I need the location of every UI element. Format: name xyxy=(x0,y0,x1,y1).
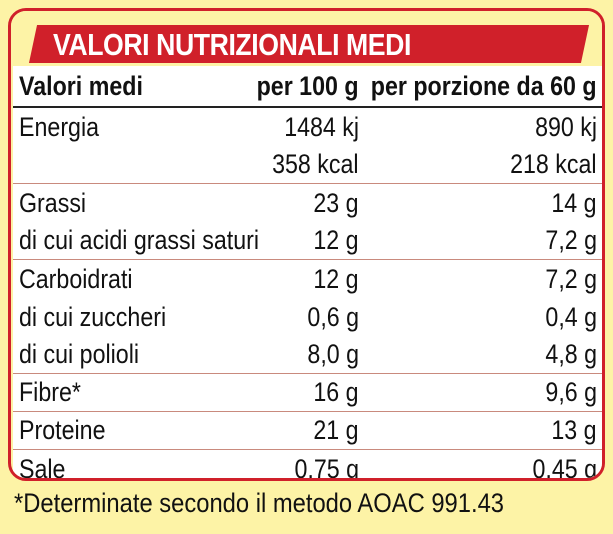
row-per100: 8,0 g xyxy=(307,339,359,369)
row-per100: 12 g xyxy=(313,225,359,255)
row-name: Proteine xyxy=(19,415,106,445)
row-portion: 9,6 g xyxy=(545,377,597,407)
row-portion: 14 g xyxy=(551,187,597,218)
row-portion: 7,2 g xyxy=(545,263,597,294)
row-per100: 23 g xyxy=(313,187,359,218)
row-name: di cui polioli xyxy=(19,339,140,369)
row-portion: 13 g xyxy=(551,415,597,445)
row-name: Energia xyxy=(19,111,100,142)
row-per100: 358 kcal xyxy=(272,149,359,179)
row-name: di cui acidi grassi saturi xyxy=(19,225,260,255)
row-portion: 218 kcal xyxy=(510,149,597,179)
nutrition-label: VALORI NUTRIZIONALI MEDI Valori medi per… xyxy=(8,8,605,481)
label-title: VALORI NUTRIZIONALI MEDI xyxy=(53,27,411,62)
label-header: VALORI NUTRIZIONALI MEDI xyxy=(11,11,602,66)
row-per100: 12 g xyxy=(313,263,359,294)
row-name: Sale xyxy=(19,453,66,481)
row-name: Grassi xyxy=(19,187,87,218)
table-row-carbohydrates: Carboidrati 12 g 7,2 g xyxy=(13,260,602,298)
table-header-row: Valori medi per 100 g per porzione da 60… xyxy=(13,66,602,108)
column-header-per100: per 100 g xyxy=(257,70,359,101)
row-per100: 21 g xyxy=(313,415,359,445)
row-name: Fibre* xyxy=(19,377,81,407)
footnote: *Determinate secondo il metodo AOAC 991.… xyxy=(14,488,505,518)
column-header-name: Valori medi xyxy=(19,70,143,101)
row-portion: 7,2 g xyxy=(545,225,597,255)
nutrition-table: Valori medi per 100 g per porzione da 60… xyxy=(13,66,602,481)
row-portion: 0,45 g xyxy=(532,453,597,481)
row-name: di cui zuccheri xyxy=(19,301,167,332)
table-row-fibre: Fibre* 16 g 9,6 g xyxy=(13,374,602,412)
table-row-saturated-fat: di cui acidi grassi saturi 12 g 7,2 g xyxy=(13,222,602,260)
table-row-sugars: di cui zuccheri 0,6 g 0,4 g xyxy=(13,298,602,336)
table-row-polyols: di cui polioli 8,0 g 4,8 g xyxy=(13,336,602,374)
column-header-portion: per porzione da 60 g xyxy=(371,70,597,101)
row-per100: 0,6 g xyxy=(307,301,359,332)
table-row-salt: Sale 0,75 g 0,45 g xyxy=(13,450,602,481)
row-portion: 0,4 g xyxy=(545,301,597,332)
table-row-energy-kj: Energia 1484 kj 890 kj xyxy=(13,108,602,146)
row-per100: 0,75 g xyxy=(294,453,359,481)
table-row-protein: Proteine 21 g 13 g xyxy=(13,412,602,450)
row-portion: 890 kj xyxy=(535,111,597,142)
table-row-energy-kcal: 358 kcal 218 kcal xyxy=(13,146,602,184)
row-portion: 4,8 g xyxy=(545,339,597,369)
table-row-fat: Grassi 23 g 14 g xyxy=(13,184,602,222)
row-per100: 1484 kj xyxy=(284,111,359,142)
row-per100: 16 g xyxy=(313,377,359,407)
row-name: Carboidrati xyxy=(19,263,133,294)
